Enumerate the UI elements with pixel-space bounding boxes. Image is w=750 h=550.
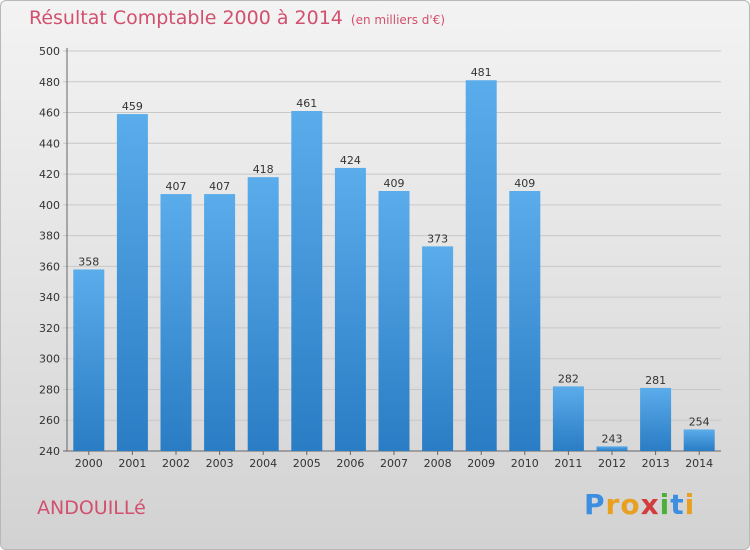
y-tick-label: 260: [39, 414, 60, 427]
x-tick-label: 2010: [511, 457, 539, 470]
bar: [73, 269, 105, 451]
logo-letter: t: [670, 488, 685, 521]
data-label: 418: [253, 163, 274, 176]
data-label: 409: [384, 177, 405, 190]
x-tick-label: 2012: [598, 457, 626, 470]
y-tick-label: 440: [39, 137, 60, 150]
x-tick-label: 2005: [293, 457, 321, 470]
x-tick-label: 2006: [336, 457, 364, 470]
commune-name: ANDOUILLé: [37, 497, 146, 519]
logo-letter: i: [659, 488, 671, 521]
logo-letter: i: [684, 488, 696, 521]
data-label: 409: [514, 177, 535, 190]
y-tick-label: 420: [39, 168, 60, 181]
data-label: 459: [122, 100, 143, 113]
x-tick-label: 2013: [642, 457, 670, 470]
y-tick-label: 320: [39, 322, 60, 335]
x-tick-label: 2014: [685, 457, 713, 470]
y-tick-label: 480: [39, 76, 60, 89]
bar: [247, 177, 279, 451]
bar: [509, 191, 541, 451]
chart-title-main: Résultat Comptable 2000 à 2014: [29, 7, 343, 29]
bar: [683, 429, 715, 451]
bar: [552, 386, 584, 451]
y-tick-label: 400: [39, 199, 60, 212]
y-tick-label: 240: [39, 445, 60, 458]
bar: [596, 446, 628, 451]
bar: [378, 191, 410, 451]
y-tick-label: 280: [39, 383, 60, 396]
data-label: 282: [558, 372, 579, 385]
bar: [640, 387, 672, 451]
logo-letter: P: [584, 488, 606, 521]
data-label: 461: [296, 97, 317, 110]
bar: [422, 246, 454, 451]
data-label: 373: [427, 232, 448, 245]
x-tick-label: 2002: [162, 457, 190, 470]
logo-letter: o: [620, 488, 641, 521]
bar: [334, 167, 366, 451]
x-tick-label: 2009: [467, 457, 495, 470]
data-label: 481: [471, 66, 492, 79]
y-tick-label: 300: [39, 353, 60, 366]
y-tick-label: 500: [39, 45, 60, 58]
x-tick-label: 2011: [554, 457, 582, 470]
logo-letter: x: [640, 488, 660, 521]
data-label: 407: [166, 180, 187, 193]
bar: [160, 194, 192, 452]
y-tick-label: 360: [39, 260, 60, 273]
logo-letter: r: [605, 488, 621, 521]
data-label: 243: [602, 432, 623, 445]
data-label: 358: [78, 255, 99, 268]
x-tick-label: 2007: [380, 457, 408, 470]
bar: [465, 80, 497, 451]
chart-title-unit: (en milliers d'€): [350, 13, 446, 27]
bar: [291, 111, 323, 451]
y-tick-label: 340: [39, 291, 60, 304]
data-label: 281: [645, 374, 666, 387]
x-tick-label: 2008: [424, 457, 452, 470]
x-tick-label: 2004: [249, 457, 277, 470]
x-tick-label: 2001: [118, 457, 146, 470]
data-label: 254: [689, 415, 710, 428]
data-label: 407: [209, 180, 230, 193]
proxiti-logo: Proxiti: [584, 488, 695, 521]
y-tick-label: 380: [39, 230, 60, 243]
bar: [116, 114, 148, 452]
x-tick-label: 2000: [75, 457, 103, 470]
chart-title: Résultat Comptable 2000 à 2014 (en millie…: [29, 7, 445, 29]
x-tick-label: 2003: [206, 457, 234, 470]
y-tick-label: 460: [39, 107, 60, 120]
data-label: 424: [340, 154, 361, 167]
bar: [204, 194, 236, 452]
